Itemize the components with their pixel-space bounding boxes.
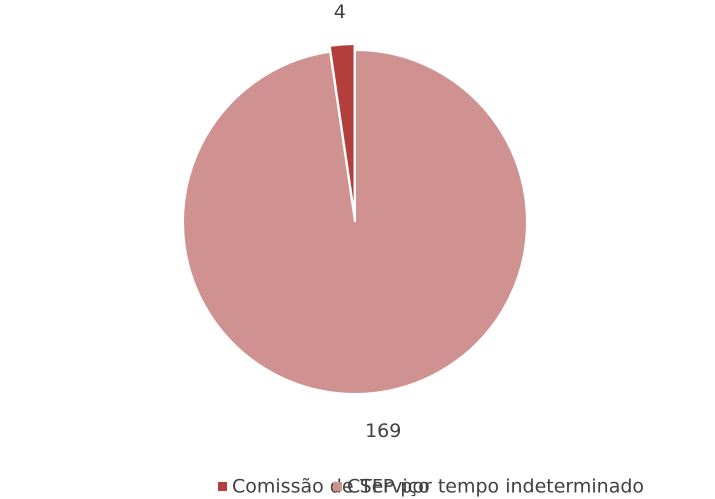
legend-label: Comissão de Serviço xyxy=(232,476,430,498)
data-label: 4 xyxy=(334,1,346,23)
data-label: 169 xyxy=(365,420,401,442)
legend-label: CTFP por tempo indeterminado xyxy=(347,476,644,498)
legend-swatch xyxy=(333,482,342,491)
legend-swatch xyxy=(218,482,227,491)
pie-slice xyxy=(182,48,528,395)
